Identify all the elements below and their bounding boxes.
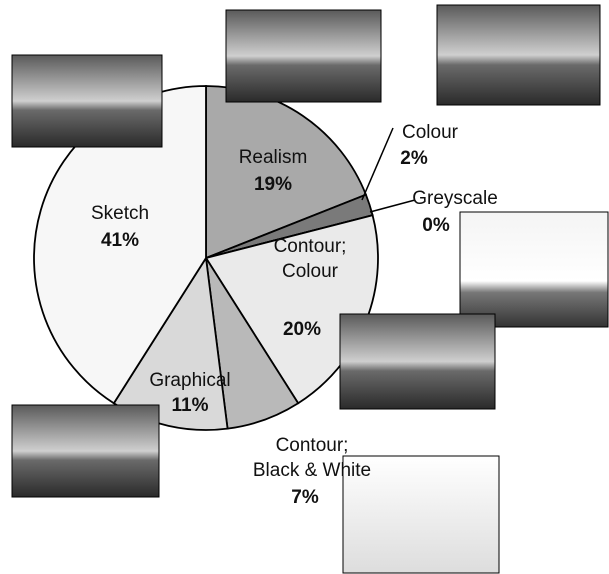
- leader-line: [361, 127, 394, 201]
- leader-line: [369, 199, 416, 213]
- thumbnail: [342, 455, 500, 574]
- value-label: 7%: [291, 487, 319, 508]
- slice-label: Contour; Black & White: [252, 435, 372, 481]
- value-label: 19%: [253, 174, 293, 195]
- value-label: 41%: [100, 230, 140, 251]
- value-label: 0%: [422, 215, 450, 236]
- value-label: 11%: [171, 395, 209, 416]
- thumbnail: [339, 313, 496, 410]
- slice-label: Contour; Colour: [273, 236, 347, 282]
- slice-label: Graphical: [149, 370, 231, 391]
- value-label: 2%: [400, 148, 428, 169]
- thumbnail: [459, 211, 609, 328]
- thumbnail: [11, 404, 160, 498]
- thumbnail: [436, 4, 601, 106]
- slice-label: Sketch: [90, 203, 150, 224]
- thumbnail: [11, 54, 163, 148]
- leader-lines: [361, 127, 416, 213]
- thumbnails: [11, 4, 609, 574]
- slice-label: Colour: [402, 122, 458, 143]
- thumbnail: [225, 9, 382, 103]
- slice-label: Greyscale: [412, 188, 498, 209]
- slice-label: Realism: [238, 147, 308, 168]
- value-label: 20%: [282, 319, 322, 340]
